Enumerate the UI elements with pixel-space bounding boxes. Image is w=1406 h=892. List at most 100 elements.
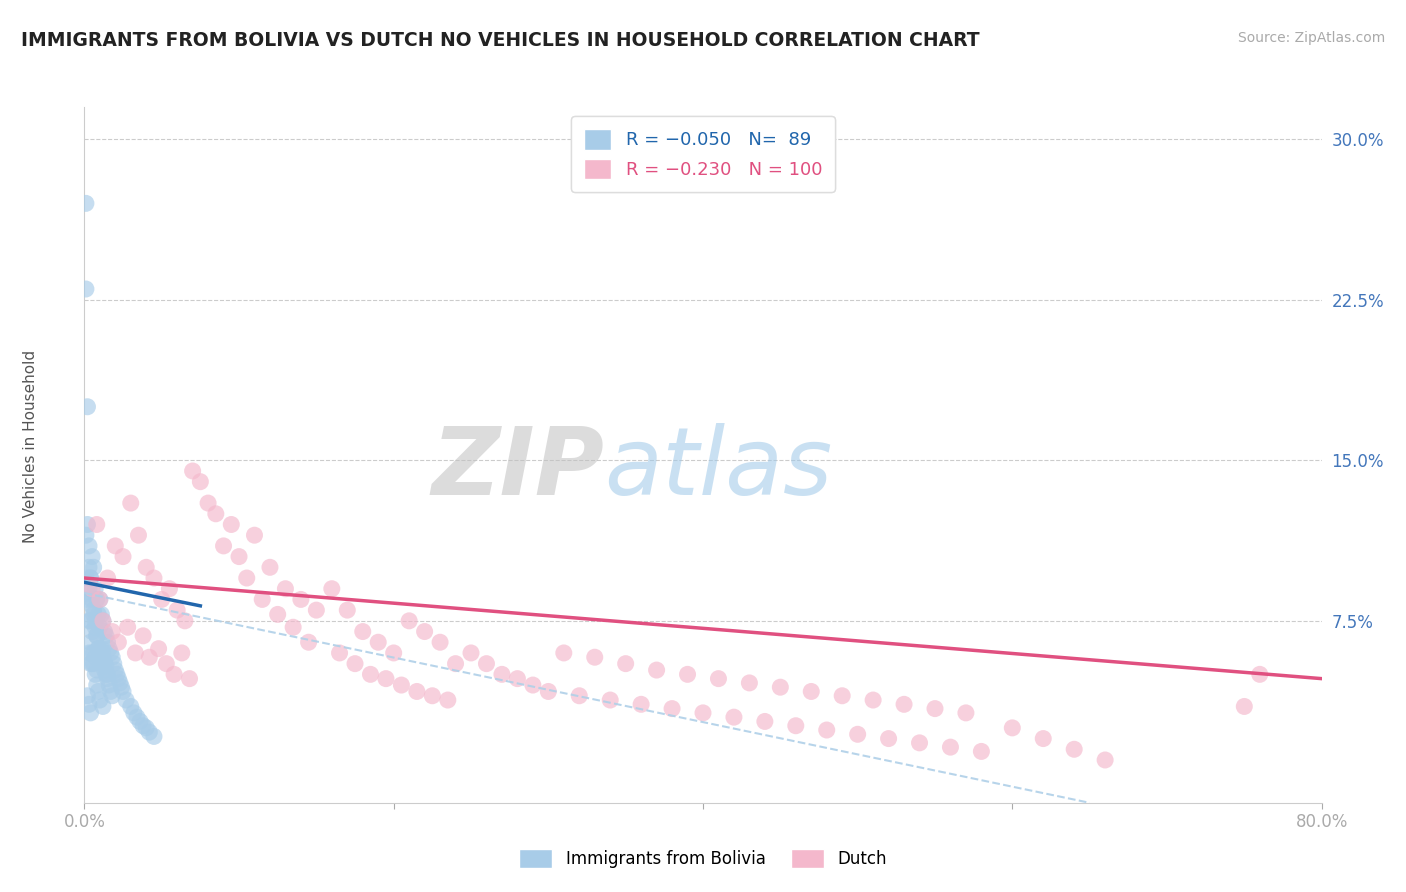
Point [120, 496, 142, 510]
Point [107, 635, 129, 649]
Point [197, 496, 219, 510]
Point [707, 672, 730, 686]
Point [96, 672, 118, 686]
Point [170, 646, 193, 660]
Point [583, 650, 606, 665]
Point [568, 689, 591, 703]
Point [83, 657, 105, 671]
Point [630, 698, 652, 712]
Point [89, 650, 111, 665]
Point [76, 400, 98, 414]
Point [117, 620, 139, 634]
Point [87, 684, 110, 698]
Point [382, 646, 405, 660]
Point [163, 667, 186, 681]
Point [91, 646, 114, 660]
Point [91, 657, 114, 671]
Point [754, 714, 776, 729]
Point [127, 528, 149, 542]
Point [205, 507, 228, 521]
Point [90, 650, 112, 665]
Point [84, 620, 107, 634]
Point [93, 624, 115, 639]
Point [93, 655, 115, 669]
Point [108, 676, 131, 690]
Point [908, 736, 931, 750]
Point [98, 641, 121, 656]
Point [537, 684, 560, 698]
Point [104, 663, 127, 677]
Point [398, 614, 420, 628]
Point [94, 667, 117, 681]
Point [79, 657, 101, 671]
Point [112, 684, 135, 698]
Point [436, 693, 458, 707]
Point [267, 607, 290, 622]
Point [77, 539, 100, 553]
Point [676, 667, 699, 681]
Point [91, 699, 114, 714]
Point [148, 641, 170, 656]
Point [738, 676, 761, 690]
Point [1249, 667, 1271, 681]
Point [129, 714, 152, 729]
Point [135, 721, 157, 735]
Point [138, 650, 160, 665]
Point [553, 646, 575, 660]
Point [769, 680, 792, 694]
Point [100, 646, 122, 660]
Point [181, 464, 204, 478]
Point [228, 549, 250, 564]
Point [143, 571, 166, 585]
Point [336, 603, 359, 617]
Point [115, 693, 138, 707]
Point [101, 624, 124, 639]
Point [122, 706, 145, 720]
Point [82, 592, 104, 607]
Text: ZIP: ZIP [432, 423, 605, 515]
Point [107, 672, 129, 686]
Point [84, 614, 107, 628]
Point [1094, 753, 1116, 767]
Point [89, 592, 111, 607]
Point [105, 667, 128, 681]
Point [101, 650, 124, 665]
Point [103, 657, 125, 671]
Point [86, 517, 108, 532]
Point [374, 672, 398, 686]
Text: IMMIGRANTS FROM BOLIVIA VS DUTCH NO VEHICLES IN HOUSEHOLD CORRELATION CHART: IMMIGRANTS FROM BOLIVIA VS DUTCH NO VEHI… [21, 31, 980, 50]
Point [219, 517, 242, 532]
Point [84, 650, 107, 665]
Point [1032, 731, 1054, 746]
Point [599, 693, 621, 707]
Point [77, 614, 100, 628]
Legend: R = −0.050   N=  89, R = −0.230   N = 100: R = −0.050 N= 89, R = −0.230 N = 100 [571, 116, 835, 192]
Point [110, 680, 132, 694]
Point [75, 528, 97, 542]
Point [96, 635, 118, 649]
Point [955, 706, 977, 720]
Point [661, 701, 683, 715]
Point [79, 571, 101, 585]
Point [367, 635, 389, 649]
Point [235, 571, 259, 585]
Point [82, 599, 104, 613]
Point [91, 614, 114, 628]
Point [90, 641, 112, 656]
Point [1063, 742, 1085, 756]
Point [90, 607, 112, 622]
Point [82, 582, 104, 596]
Point [389, 678, 413, 692]
Point [132, 629, 155, 643]
Point [75, 571, 97, 585]
Point [77, 560, 100, 574]
Point [815, 723, 838, 737]
Point [125, 710, 148, 724]
Point [281, 620, 305, 634]
Point [174, 614, 197, 628]
Point [321, 582, 343, 596]
Point [212, 539, 235, 553]
Point [800, 684, 823, 698]
Point [970, 744, 993, 758]
Point [259, 560, 281, 574]
